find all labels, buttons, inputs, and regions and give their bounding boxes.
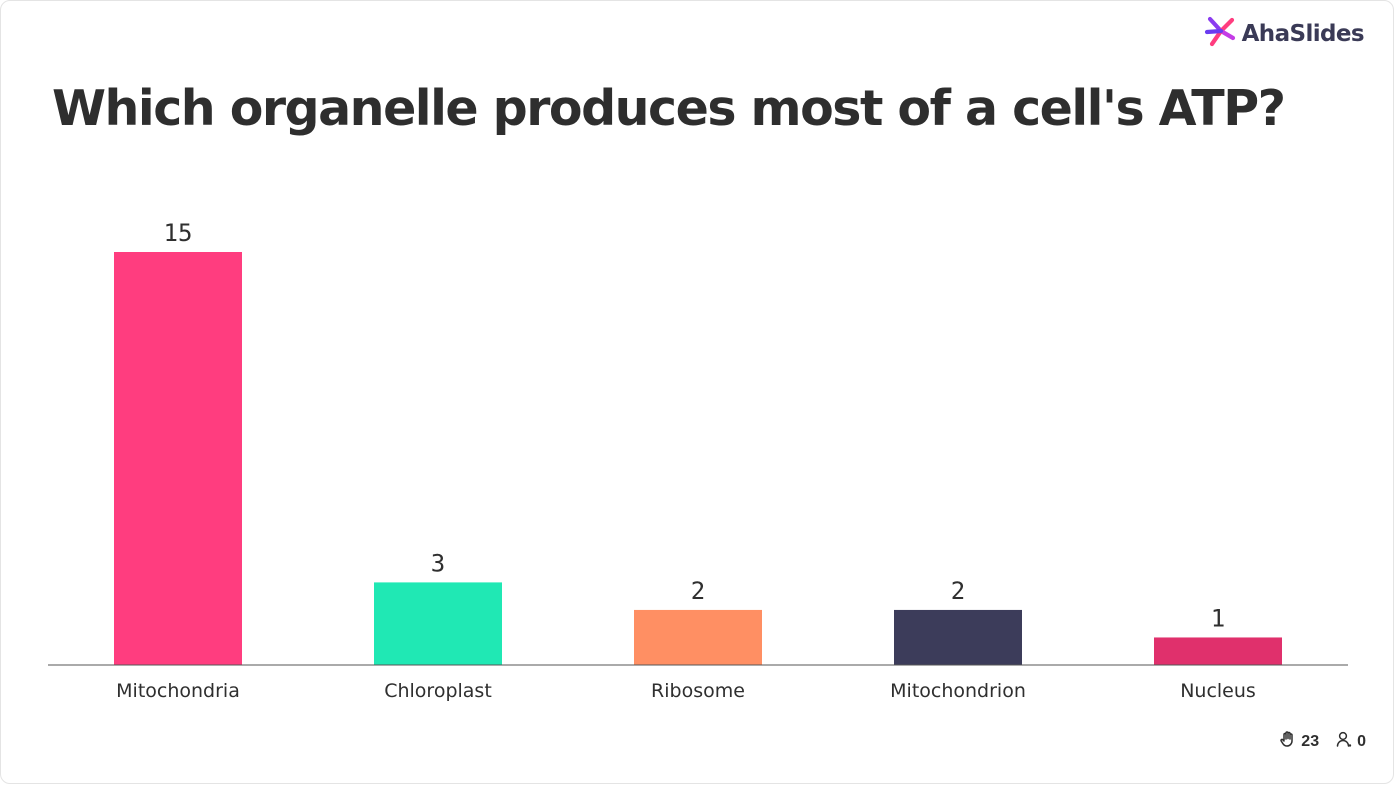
value-label-mitochondria: 15: [164, 219, 193, 247]
value-label-chloroplast: 3: [431, 549, 445, 577]
category-label-nucleus: Nucleus: [1180, 680, 1256, 702]
ahaslides-logo-icon: [1204, 14, 1238, 53]
question-title: Which organelle produces most of a cell'…: [52, 80, 1286, 137]
responses-value: 23: [1301, 732, 1320, 750]
category-label-ribosome: Ribosome: [651, 680, 745, 702]
category-label-mitochondria: Mitochondria: [116, 680, 240, 702]
value-label-mitochondrion: 2: [951, 577, 965, 605]
category-label-chloroplast: Chloroplast: [384, 680, 492, 702]
value-label-nucleus: 1: [1211, 604, 1225, 632]
response-stats: 23 0: [1279, 730, 1366, 753]
value-label-ribosome: 2: [691, 577, 705, 605]
responses-count: 23: [1279, 730, 1319, 753]
bar-mitochondrion: [894, 609, 1022, 665]
bar-ribosome: [634, 609, 762, 665]
brand-name: AhaSlides: [1241, 20, 1365, 47]
hand-icon: [1279, 730, 1297, 753]
user-icon: [1335, 730, 1353, 753]
brand-logo: AhaSlides: [1204, 14, 1365, 53]
category-label-mitochondrion: Mitochondrion: [890, 680, 1026, 702]
participants-value: 0: [1357, 732, 1366, 750]
bar-chloroplast: [374, 582, 502, 665]
bar-mitochondria: [114, 252, 242, 665]
bar-nucleus: [1154, 637, 1282, 665]
participants-count: 0: [1335, 730, 1366, 753]
